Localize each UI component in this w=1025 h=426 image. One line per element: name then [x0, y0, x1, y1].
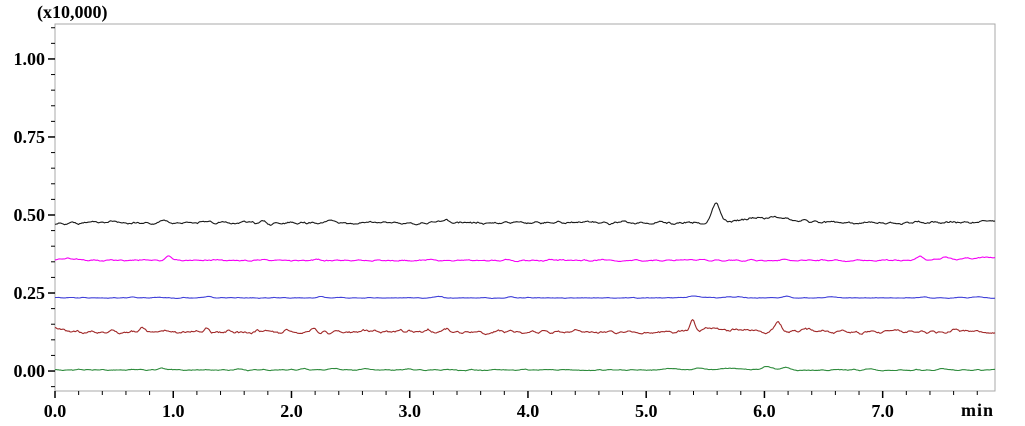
trace-green	[54, 365, 996, 372]
x-tick-label: 7.0	[871, 401, 894, 421]
trace-dark-red	[54, 319, 996, 336]
trace-black	[54, 202, 996, 226]
y-tick-label: 0.25	[14, 283, 46, 303]
plot-frame	[54, 23, 996, 392]
trace-magenta	[54, 255, 996, 263]
trace-blue	[54, 295, 996, 300]
x-tick-label: 1.0	[162, 401, 185, 421]
y-tick-label: 0.75	[14, 127, 46, 147]
x-tick-label: 5.0	[635, 401, 658, 421]
y-tick-label: 0.50	[14, 205, 46, 225]
x-tick-label: 3.0	[398, 401, 421, 421]
x-tick-label: 2.0	[280, 401, 303, 421]
x-tick-label: 6.0	[753, 401, 776, 421]
x-tick-label: 4.0	[517, 401, 540, 421]
x-tick-label: 0.0	[44, 401, 67, 421]
y-tick-label: 0.00	[14, 361, 46, 381]
x-axis-unit-label: min	[961, 400, 994, 420]
y-tick-label: 1.00	[14, 49, 46, 69]
y-axis-unit-label: (x10,000)	[37, 2, 108, 23]
